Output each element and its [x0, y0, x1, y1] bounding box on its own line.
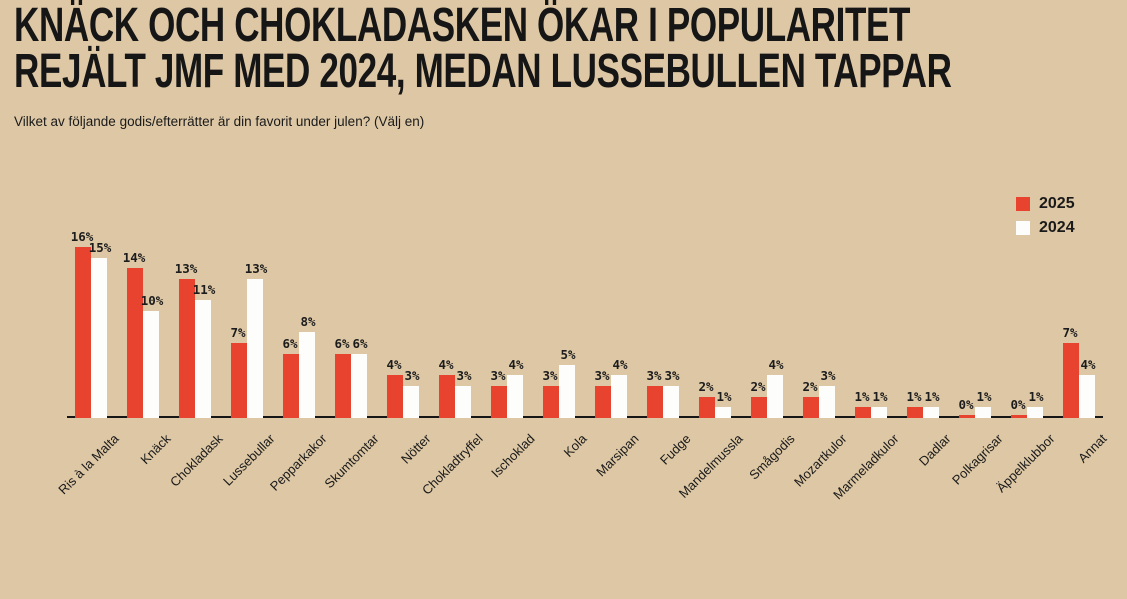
bar-2024-8 [507, 375, 523, 418]
x-axis-line [67, 416, 1103, 418]
bar-2024-1 [143, 311, 159, 418]
value-label-2024-8: 4% [508, 357, 524, 373]
bar-2025-17 [959, 415, 975, 418]
page-title-line1: KNÄCK OCH CHOKLADASKEN ÖKAR I POPULARITE… [14, 0, 911, 52]
value-label-2024-9: 5% [560, 346, 576, 362]
value-label-2024-6: 3% [404, 367, 420, 383]
bar-2025-8 [491, 385, 507, 418]
bar-2025-6 [387, 375, 403, 418]
bar-2025-5 [335, 353, 351, 418]
legend-swatch-2024 [1016, 221, 1030, 235]
bar-2024-5 [351, 353, 367, 418]
survey-question-subtitle: Vilket av följande godis/efterrätter är … [14, 114, 425, 129]
bar-2024-7 [455, 385, 471, 418]
value-label-2025-3: 7% [230, 325, 246, 341]
value-label-2025-14: 2% [802, 378, 818, 394]
value-label-2024-1: 10% [140, 293, 164, 308]
bar-2024-15 [871, 407, 887, 418]
value-label-2024-7: 3% [456, 367, 472, 383]
value-label-2024-19: 4% [1080, 357, 1096, 373]
value-label-2025-6: 4% [386, 357, 402, 373]
legend-item-2024: 2024 [1016, 216, 1075, 240]
value-label-2025-17: 0% [958, 397, 974, 412]
bar-2025-19 [1063, 343, 1079, 418]
value-label-2025-11: 3% [646, 367, 662, 383]
value-label-2025-16: 1% [906, 389, 922, 405]
bar-2025-3 [231, 343, 247, 418]
bar-2024-4 [299, 332, 315, 418]
bar-2025-10 [595, 385, 611, 418]
value-label-2024-2: 11% [192, 282, 216, 298]
bar-2025-14 [803, 396, 819, 418]
value-label-2024-13: 4% [768, 357, 784, 373]
bar-2025-4 [283, 353, 299, 418]
bar-2024-18 [1027, 407, 1043, 418]
bar-2024-14 [819, 385, 835, 418]
value-label-2024-0: 15% [88, 239, 112, 255]
value-label-2024-17: 1% [976, 389, 992, 405]
bar-2024-13 [767, 375, 783, 418]
value-label-2025-5: 6% [334, 335, 350, 351]
value-label-2024-14: 3% [820, 367, 836, 383]
value-label-2025-13: 2% [750, 378, 766, 394]
bar-2025-1 [127, 268, 143, 418]
bar-2024-16 [923, 407, 939, 418]
bar-2024-2 [195, 300, 211, 418]
bar-2025-13 [751, 396, 767, 418]
bar-2024-17 [975, 407, 991, 418]
value-label-2024-4: 8% [300, 314, 316, 330]
bar-2025-7 [439, 375, 455, 418]
bar-2025-11 [647, 385, 663, 418]
bar-2024-9 [559, 364, 575, 418]
value-label-2024-18: 1% [1028, 389, 1044, 405]
value-label-2025-19: 7% [1062, 325, 1078, 341]
bar-2025-15 [855, 407, 871, 418]
bar-2025-12 [699, 396, 715, 418]
bar-2024-12 [715, 407, 731, 418]
value-label-2025-12: 2% [698, 378, 714, 394]
bar-2024-10 [611, 375, 627, 418]
value-label-2025-18: 0% [1010, 397, 1026, 412]
bar-2024-3 [247, 278, 263, 418]
page-title-line2: REJÄLT JMF MED 2024, MEDAN LUSSEBULLEN T… [14, 45, 952, 98]
value-label-2024-16: 1% [924, 389, 940, 405]
bar-2025-9 [543, 385, 559, 418]
bar-2024-6 [403, 385, 419, 418]
value-label-2025-9: 3% [542, 367, 558, 383]
value-label-2025-10: 3% [594, 367, 610, 383]
bar-2024-19 [1079, 375, 1095, 418]
value-label-2024-5: 6% [352, 335, 368, 351]
legend: 2025 2024 [1016, 192, 1075, 240]
bar-2025-18 [1011, 415, 1027, 418]
value-label-2024-12: 1% [716, 389, 732, 405]
value-label-2024-3: 13% [244, 260, 268, 276]
bar-2024-0 [91, 257, 107, 418]
page-title: KNÄCK OCH CHOKLADASKEN ÖKAR I POPULARITE… [14, 0, 952, 98]
bar-2025-0 [75, 246, 91, 418]
bar-2025-2 [179, 278, 195, 418]
value-label-2025-2: 13% [174, 260, 198, 276]
legend-item-2025: 2025 [1016, 192, 1075, 216]
value-label-2025-7: 4% [438, 357, 454, 373]
value-label-2025-1: 14% [122, 250, 146, 266]
bar-2024-11 [663, 385, 679, 418]
value-label-2024-15: 1% [872, 389, 888, 405]
legend-label-2024: 2024 [1039, 219, 1075, 236]
value-label-2025-4: 6% [282, 335, 298, 351]
bar-2025-16 [907, 407, 923, 418]
value-label-2024-11: 3% [664, 367, 680, 383]
category-label-19: Annat [1074, 431, 1110, 466]
legend-label-2025: 2025 [1039, 195, 1075, 212]
value-label-2025-15: 1% [854, 389, 870, 405]
legend-swatch-2025 [1016, 197, 1030, 211]
value-label-2025-8: 3% [490, 367, 506, 383]
value-label-2025-0: 16% [70, 228, 94, 244]
value-label-2024-10: 4% [612, 357, 628, 373]
